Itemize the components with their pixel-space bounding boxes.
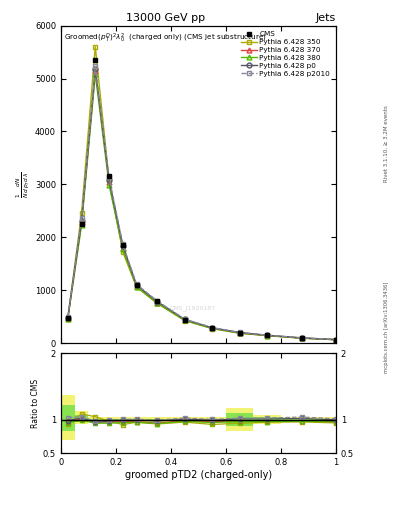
Y-axis label: Ratio to CMS: Ratio to CMS xyxy=(31,379,40,428)
X-axis label: groomed pTD2 (charged-only): groomed pTD2 (charged-only) xyxy=(125,470,272,480)
Y-axis label: $\frac{1}{N}\frac{dN}{d\,p_T d\,\lambda}$: $\frac{1}{N}\frac{dN}{d\,p_T d\,\lambda}… xyxy=(15,171,32,198)
Text: mcplots.cern.ch [arXiv:1306.3436]: mcplots.cern.ch [arXiv:1306.3436] xyxy=(384,282,389,373)
Text: 13000 GeV pp: 13000 GeV pp xyxy=(126,13,205,23)
Text: Groomed$(p_T^D)^2\lambda_0^2$  (charged only) (CMS jet substructure): Groomed$(p_T^D)^2\lambda_0^2$ (charged o… xyxy=(64,32,267,45)
Legend: CMS, Pythia 6.428 350, Pythia 6.428 370, Pythia 6.428 380, Pythia 6.428 p0, Pyth: CMS, Pythia 6.428 350, Pythia 6.428 370,… xyxy=(239,29,332,79)
Text: Jets: Jets xyxy=(316,13,336,23)
Text: Rivet 3.1.10, ≥ 3.2M events: Rivet 3.1.10, ≥ 3.2M events xyxy=(384,105,389,182)
Text: CMS_J1920187: CMS_J1920187 xyxy=(170,306,216,311)
